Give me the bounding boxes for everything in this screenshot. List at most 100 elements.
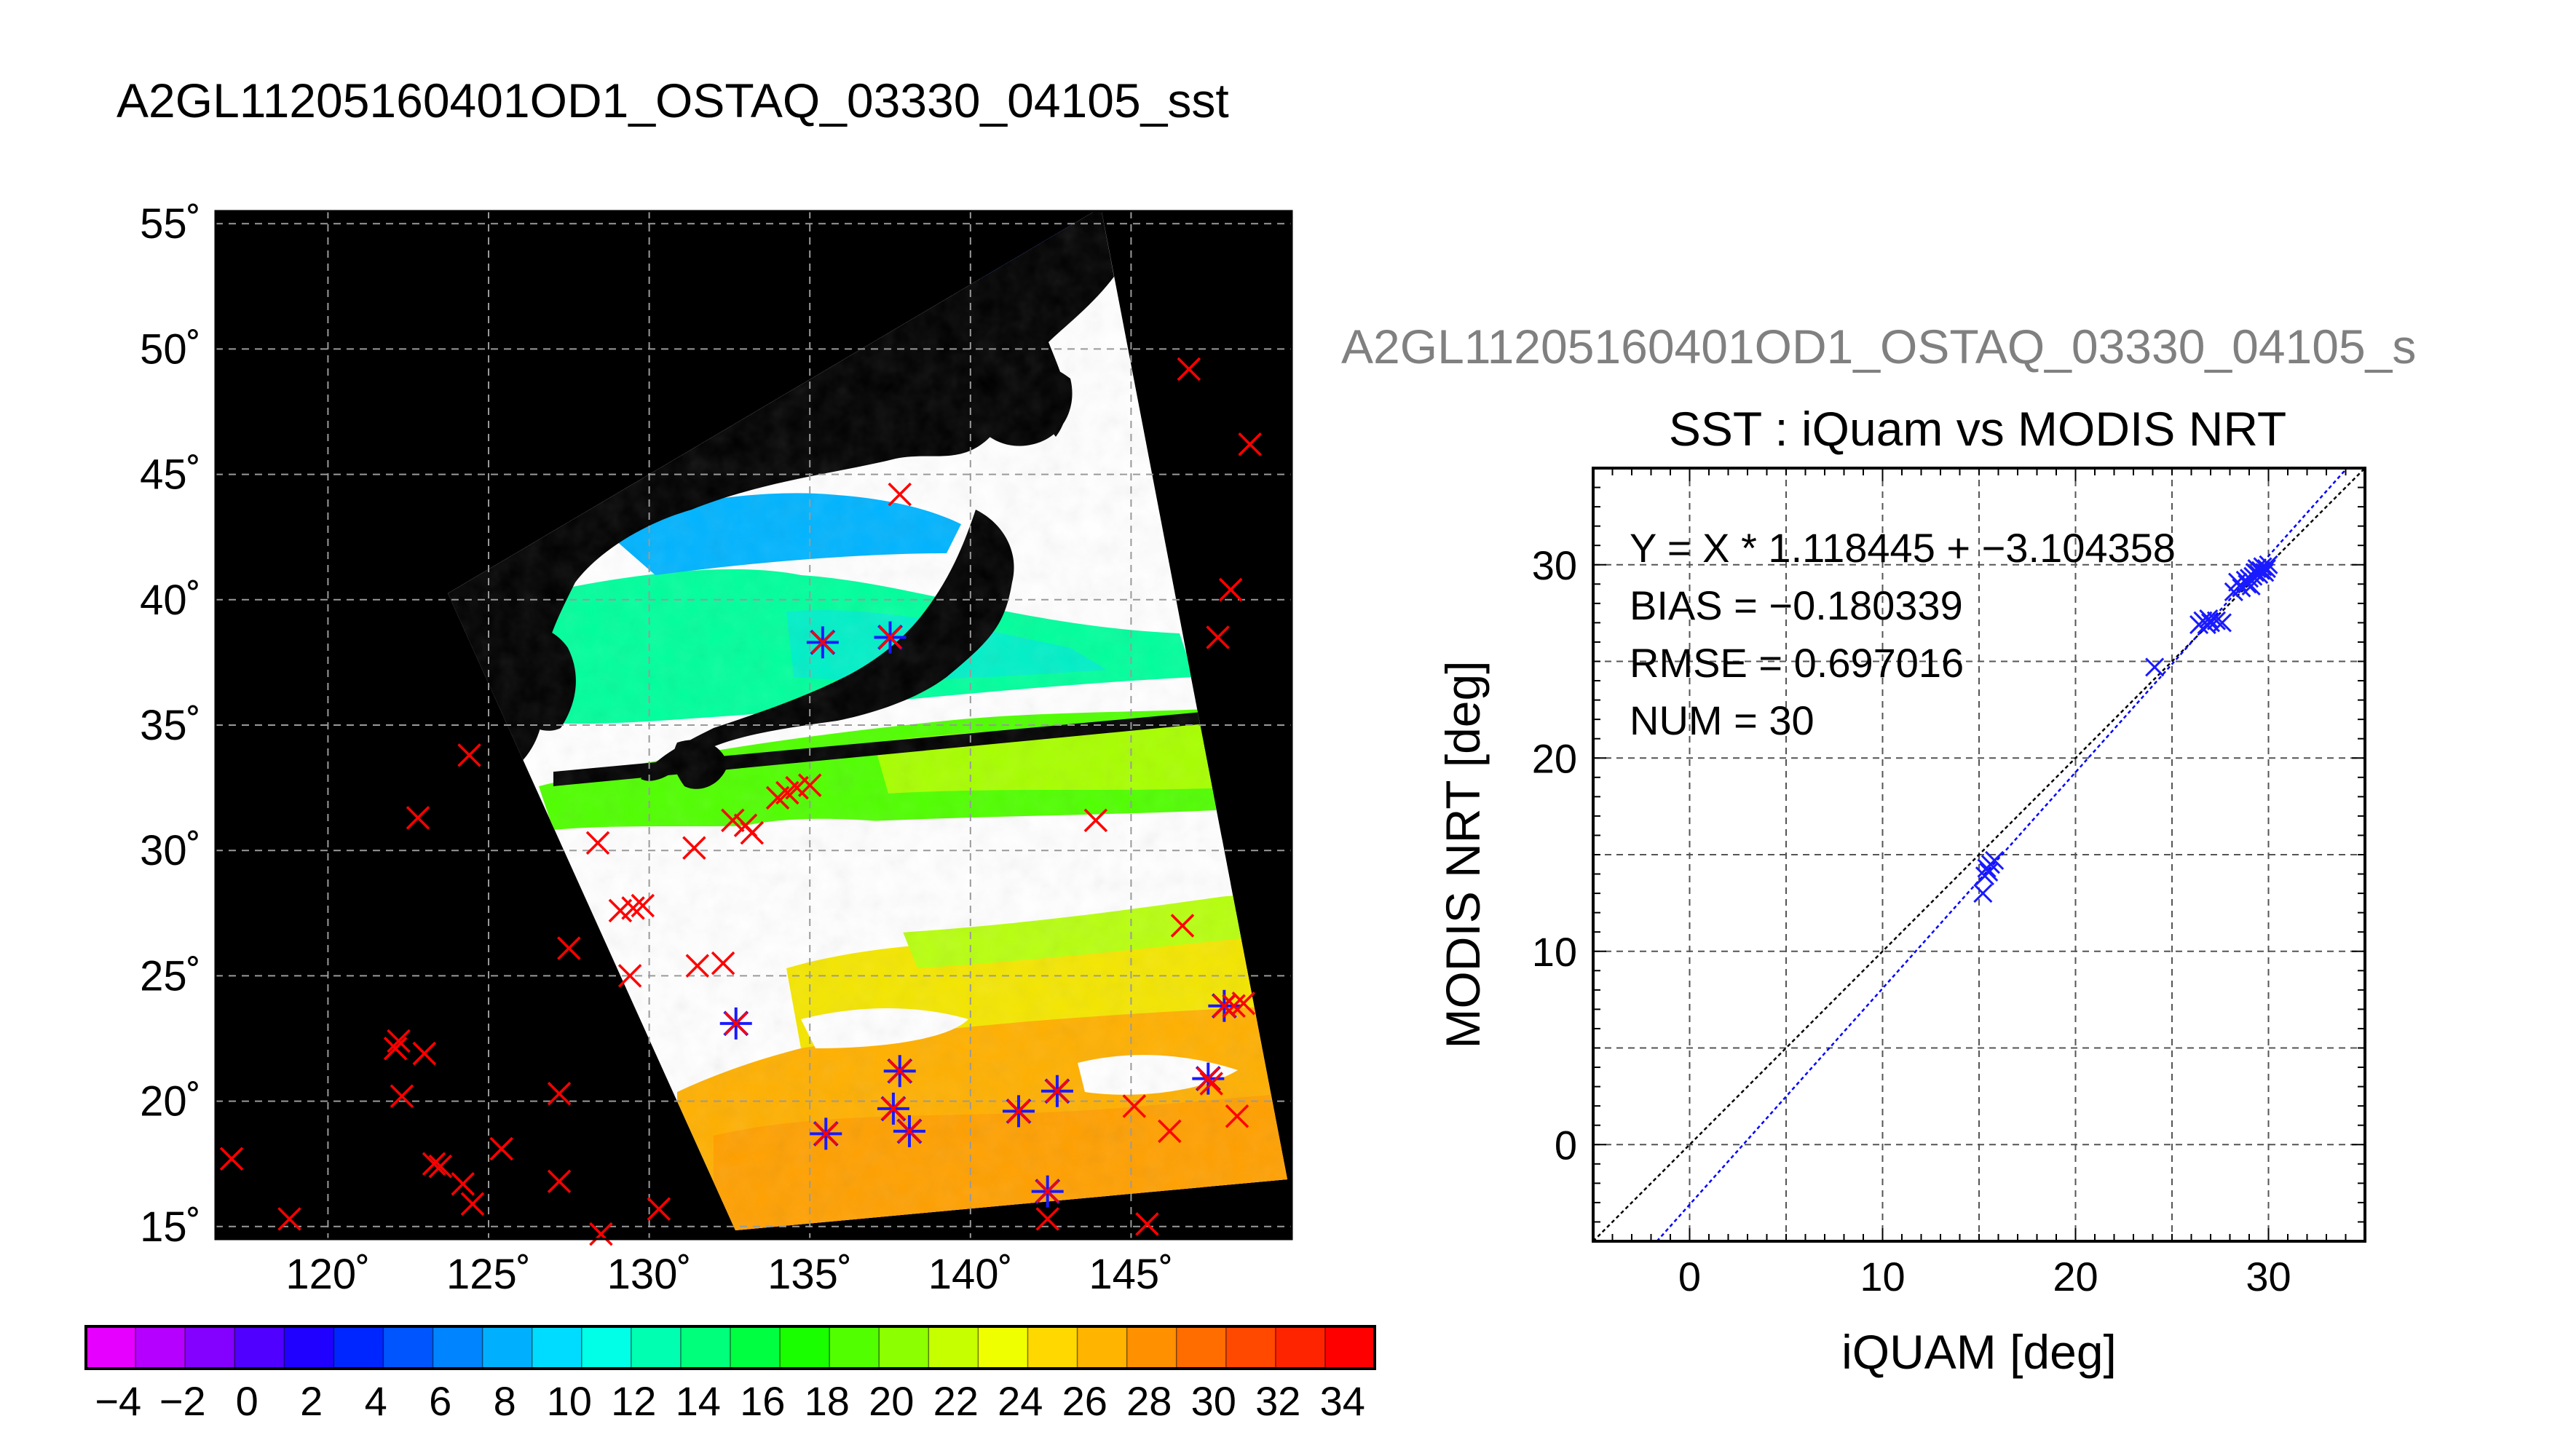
scatter-points	[1973, 555, 2278, 903]
colorbar-swatch	[879, 1326, 930, 1369]
scatter-annotation: NUM = 30	[1630, 697, 1814, 743]
map-marker-red	[1177, 357, 1201, 381]
colorbar-tick-label: 14	[676, 1378, 721, 1424]
colorbar-swatch	[1027, 1326, 1078, 1369]
map-marker-red	[1206, 625, 1230, 649]
map-marker-red	[1045, 1079, 1070, 1104]
map-marker-red	[489, 1136, 513, 1161]
colorbar-tick-label: 6	[429, 1378, 451, 1424]
colorbar-tick-label: 0	[236, 1378, 258, 1424]
colorbar-swatch	[730, 1326, 781, 1369]
lat-tick-label: 15˚	[140, 1203, 201, 1251]
scatter-point	[2238, 574, 2257, 594]
map-marker-red	[1218, 577, 1243, 602]
map-marker-red	[451, 1171, 475, 1196]
map-lon-labels: 120˚ 125˚ 130˚ 135˚ 140˚ 145˚	[285, 1251, 1173, 1298]
scatter-plot: SST : iQuam vs MODIS NRT 0 10 20 300102030 …	[1436, 402, 2366, 1379]
lat-tick-label: 55˚	[140, 200, 201, 248]
identity-line	[1592, 467, 2366, 1242]
map-marker-red	[897, 1119, 922, 1144]
scatter-y-tick-label: 30	[1532, 542, 1577, 588]
map-marker-red	[412, 1041, 437, 1066]
colorbar-tick-label: 2	[300, 1378, 323, 1424]
colorbar-swatch	[631, 1326, 682, 1369]
map-marker-red	[1035, 1207, 1059, 1231]
scatter-title: SST : iQuam vs MODIS NRT	[1669, 402, 2286, 456]
scatter-point	[2256, 558, 2276, 579]
scatter-x-tick-label: 30	[2246, 1254, 2291, 1299]
map-marker-red	[547, 1082, 572, 1106]
scatter-xlabel: iQUAM [deg]	[1841, 1325, 2117, 1379]
map-marker-red	[457, 743, 481, 767]
map-marker-red	[631, 893, 655, 918]
colorbar-swatch	[1324, 1326, 1375, 1369]
map-marker-red	[1122, 1094, 1147, 1118]
colorbar-tick-label: 30	[1191, 1378, 1236, 1424]
colorbar-tick-label: 20	[869, 1378, 914, 1424]
map-marker-red	[390, 1084, 414, 1108]
map-marker-red	[685, 954, 710, 978]
map-marker-red	[1006, 1099, 1031, 1123]
map-marker-red	[647, 1197, 671, 1221]
map-marker-red	[1158, 1119, 1182, 1144]
map-marker-red	[406, 806, 430, 830]
map-marker-red	[1199, 1072, 1223, 1096]
colorbar-tick-label: 34	[1320, 1378, 1365, 1424]
scatter-grid	[1593, 468, 2365, 1241]
colorbar-swatch	[234, 1326, 285, 1369]
map-marker-red	[888, 1059, 912, 1083]
lon-tick-label: 130˚	[607, 1251, 692, 1298]
colorbar-swatch	[1077, 1326, 1128, 1369]
colorbar-swatch	[383, 1326, 434, 1369]
map-marker-red	[387, 1029, 411, 1053]
scatter-annotation: RMSE = 0.697016	[1630, 640, 1964, 686]
lon-tick-label: 135˚	[767, 1251, 852, 1298]
colorbar-swatch	[284, 1326, 335, 1369]
colorbar-swatch	[829, 1326, 880, 1369]
map-marker-red	[682, 836, 706, 860]
lon-tick-label: 125˚	[446, 1251, 531, 1298]
map-marker-red	[1225, 1104, 1249, 1128]
map-marker-red	[1231, 992, 1256, 1016]
scatter-x-tick-label: 10	[1860, 1254, 1905, 1299]
map-marker-red	[428, 1154, 453, 1179]
colorbar-swatch	[86, 1326, 137, 1369]
colorbar-tick-label: 32	[1255, 1378, 1300, 1424]
scatter-ylabel: MODIS NRT [deg]	[1436, 660, 1490, 1048]
map-marker-red	[589, 1222, 613, 1246]
scatter-annotations: Y = X * 1.118445 + −3.104358 BIAS = −0.18…	[1630, 525, 2176, 743]
colorbar-tick-label: 28	[1126, 1378, 1172, 1424]
colorbar-swatch	[978, 1326, 1029, 1369]
map-marker-red	[547, 1169, 572, 1194]
scatter-annotation: Y = X * 1.118445 + −3.104358	[1630, 525, 2176, 571]
map-marker-red	[810, 630, 835, 654]
colorbar-tick-label: 4	[365, 1378, 387, 1424]
colorbar: −4 −2 0 2 4 6 8 10 12 14 16 18 20 22 24 26 28 30 32 34	[84, 1325, 1376, 1424]
colorbar-tick-label: 8	[494, 1378, 516, 1424]
scatter-point	[2243, 566, 2263, 586]
scatter-point	[2197, 614, 2216, 635]
map-marker-red	[888, 482, 912, 507]
scatter-point	[1979, 862, 1999, 882]
map-marker-red	[1135, 1212, 1159, 1236]
colorbar-tick-label: 12	[611, 1378, 656, 1424]
map-marker-red	[878, 625, 902, 649]
scatter-point	[1973, 884, 1993, 903]
scatter-point	[1985, 850, 2005, 871]
lat-tick-label: 40˚	[140, 577, 201, 624]
map-marker-red	[219, 1147, 244, 1171]
map-marker-red	[460, 1192, 485, 1216]
scatter-frame	[1592, 467, 2366, 1243]
map-marker-red	[1035, 1179, 1059, 1203]
scatter-y-tick-label: 20	[1532, 735, 1577, 781]
colorbar-swatch	[928, 1326, 979, 1369]
scatter-point	[2245, 563, 2265, 582]
colorbar-frame	[84, 1325, 1376, 1370]
colorbar-swatch	[1275, 1326, 1326, 1369]
map-marker-red	[621, 896, 645, 920]
colorbar-tick-label: −2	[159, 1378, 206, 1424]
colorbar-swatch	[680, 1326, 731, 1369]
map-marker-red	[814, 1122, 838, 1146]
map-marker-red	[383, 1037, 408, 1061]
